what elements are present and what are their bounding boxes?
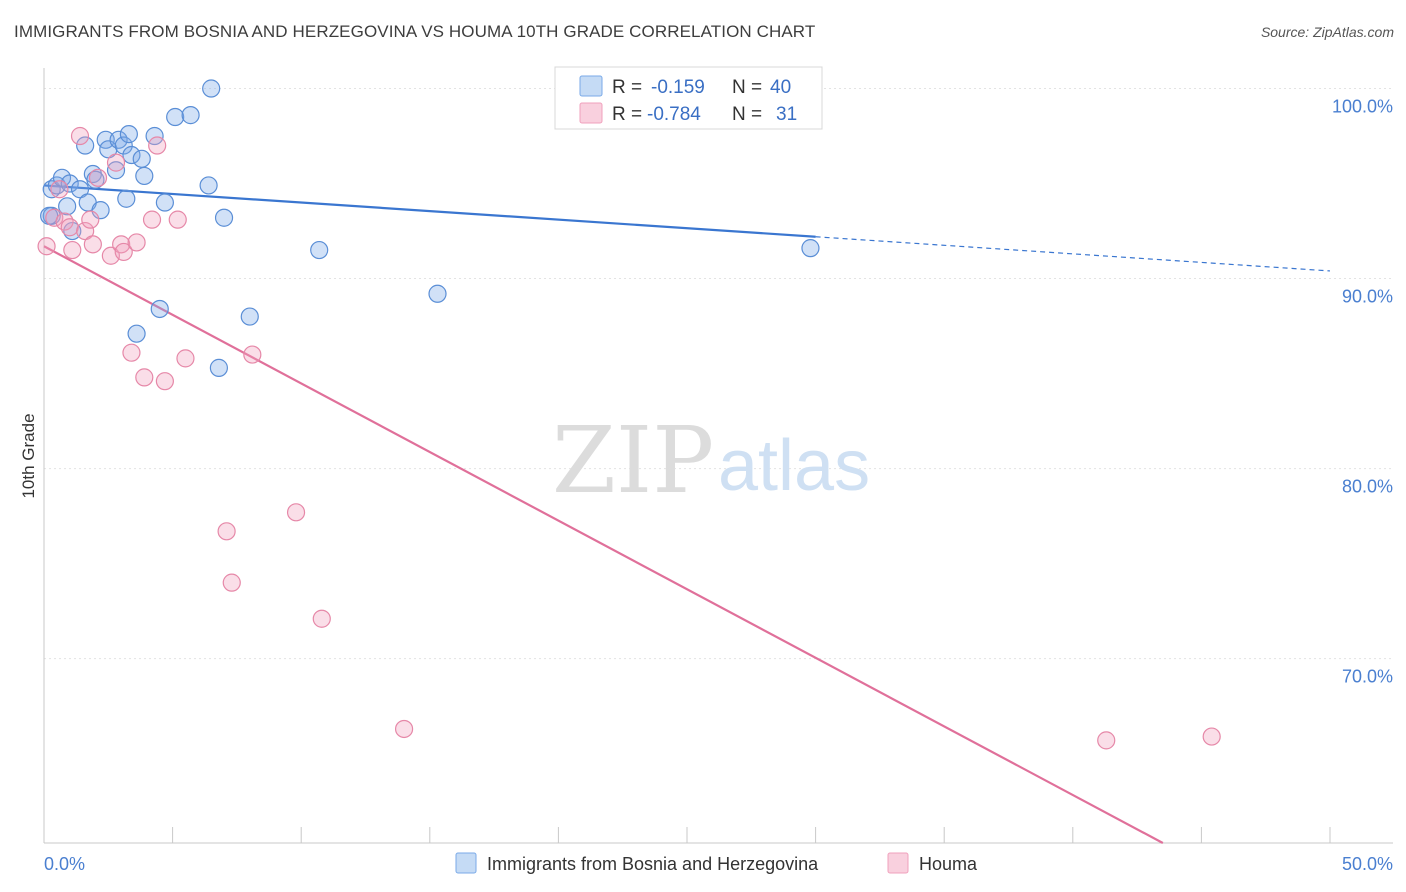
data-points <box>37 79 1221 750</box>
legend-r-label-2: R = <box>612 104 642 125</box>
point-series-0-8 <box>76 136 95 155</box>
point-series-1-27 <box>312 609 331 628</box>
point-series-0-17 <box>114 136 133 155</box>
bottom-legend-swatch-pink <box>887 852 909 874</box>
point-series-0-4 <box>58 197 77 216</box>
source-label: Source: ZipAtlas.com <box>1260 24 1394 40</box>
point-series-0-28 <box>181 106 200 125</box>
point-series-0-23 <box>135 166 154 186</box>
point-series-0-21 <box>127 324 146 343</box>
point-series-1-6 <box>70 126 90 146</box>
trend-line-ext-0 <box>815 236 1331 272</box>
bottom-legend-label-pink: Houma <box>919 854 978 874</box>
point-series-1-1 <box>45 208 64 227</box>
point-series-1-22 <box>176 349 195 368</box>
point-series-1-21 <box>168 210 187 229</box>
point-series-1-8 <box>81 210 100 229</box>
watermark: ZIP atlas <box>552 407 870 514</box>
point-series-1-0 <box>37 237 56 256</box>
point-series-0-30 <box>202 79 221 98</box>
y-tick-label-1: 90.0% <box>1342 287 1393 307</box>
point-series-0-32 <box>214 208 234 227</box>
point-series-1-15 <box>122 343 141 362</box>
point-series-1-30 <box>1202 727 1221 746</box>
bottom-legend: Immigrants from Bosnia and Herzegovina H… <box>455 852 978 874</box>
point-series-0-31 <box>209 358 228 377</box>
point-series-1-3 <box>55 212 74 231</box>
grid-lines <box>44 88 1393 660</box>
legend-r-value-2: -0.784 <box>647 104 701 125</box>
point-series-1-26 <box>286 503 306 522</box>
y-tick-label-0: 100.0% <box>1332 97 1393 117</box>
point-series-0-5 <box>60 174 79 193</box>
point-series-1-14 <box>114 242 133 262</box>
trend-lines <box>43 184 1331 844</box>
legend-swatch-blue <box>579 75 603 97</box>
point-series-0-25 <box>150 299 169 319</box>
point-series-1-19 <box>148 136 167 155</box>
point-series-0-27 <box>166 107 185 127</box>
point-series-0-20 <box>122 145 141 165</box>
x-tick-label-min: 0.0% <box>44 854 85 874</box>
point-series-0-22 <box>132 149 151 168</box>
point-series-1-16 <box>127 233 146 252</box>
bottom-legend-label-blue: Immigrants from Bosnia and Herzegovina <box>487 854 819 874</box>
x-tick-labels: 0.0% 50.0% <box>44 854 1393 874</box>
point-series-0-19 <box>119 125 138 144</box>
y-tick-label-3: 70.0% <box>1342 667 1393 687</box>
point-series-0-34 <box>310 240 329 260</box>
legend-n-value-1: 40 <box>770 77 791 98</box>
point-series-0-11 <box>86 170 105 189</box>
point-series-0-18 <box>117 189 136 208</box>
trend-line-0 <box>43 184 816 238</box>
legend-n-label-1: N = <box>732 77 762 98</box>
chart-title: IMMIGRANTS FROM BOSNIA AND HERZEGOVINA V… <box>14 22 816 41</box>
watermark-atlas: atlas <box>718 426 870 506</box>
x-tick-label-max: 50.0% <box>1342 854 1393 874</box>
point-series-1-18 <box>142 210 162 229</box>
point-series-1-10 <box>88 168 108 187</box>
point-series-0-16 <box>109 130 128 149</box>
point-series-1-20 <box>155 372 174 391</box>
point-series-0-38 <box>801 239 820 258</box>
trend-line-1 <box>43 245 1164 844</box>
axes <box>43 68 1393 844</box>
point-series-0-35 <box>428 284 447 303</box>
legend-n-value-2: 31 <box>776 104 797 125</box>
point-series-1-2 <box>50 180 69 199</box>
bottom-legend-swatch-blue <box>455 852 477 874</box>
point-series-1-17 <box>135 368 154 387</box>
point-series-1-24 <box>222 573 241 592</box>
point-series-1-5 <box>63 240 82 260</box>
point-series-0-26 <box>155 193 174 212</box>
point-series-1-4 <box>60 218 79 237</box>
point-series-1-28 <box>394 719 414 739</box>
point-series-0-29 <box>199 176 218 195</box>
legend-n-label-2: N = <box>732 104 762 125</box>
y-tick-label-2: 80.0% <box>1342 477 1393 497</box>
legend-swatch-pink <box>579 102 603 124</box>
legend-r-value-1: -0.159 <box>651 77 705 98</box>
point-series-1-12 <box>106 153 126 172</box>
point-series-1-9 <box>83 235 102 254</box>
legend-r-label-1: R = <box>612 77 642 98</box>
point-series-0-33 <box>240 307 259 326</box>
watermark-zip: ZIP <box>552 407 714 514</box>
point-series-1-25 <box>243 345 262 364</box>
y-tick-labels: 100.0% 90.0% 80.0% 70.0% <box>1332 97 1393 687</box>
point-series-1-23 <box>217 522 236 541</box>
point-series-1-29 <box>1097 731 1116 750</box>
point-series-0-15 <box>106 161 126 180</box>
y-axis-label: 10th Grade <box>19 413 38 498</box>
legend-box: R = -0.159 N = 40 R = -0.784 N = 31 <box>554 66 823 130</box>
